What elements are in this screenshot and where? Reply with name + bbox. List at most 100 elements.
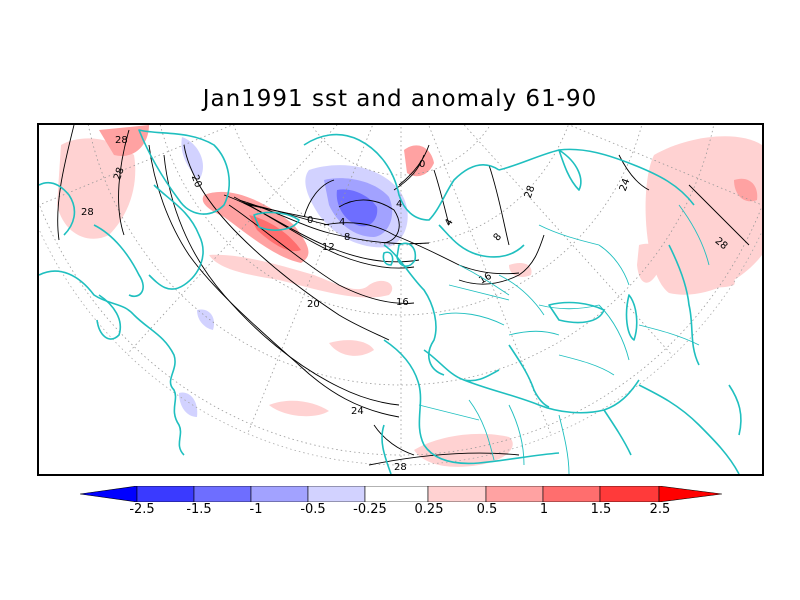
anomaly-mid-atlantic-pink	[209, 254, 393, 298]
coastline-east-asia	[668, 244, 700, 366]
contour-20-a	[183, 144, 390, 341]
anomaly-east-pacific-core	[734, 178, 758, 202]
contour-label: 24	[618, 177, 633, 193]
contour-label: 20	[307, 299, 320, 310]
coastline-baffin	[93, 224, 144, 297]
contour-label: 8	[344, 232, 350, 243]
anomaly-central-atlantic	[269, 400, 329, 417]
hemisphere-edge	[39, 228, 762, 466]
coastline-hudson	[96, 294, 121, 340]
map-plot: 28 28 28 20 0 4 8 12 16 20 24 28 0 4 4 8…	[39, 125, 762, 474]
contour-baltic	[488, 164, 510, 246]
colorbar-box	[364, 485, 429, 503]
contour-label: 28	[115, 135, 128, 146]
colorbar-label: -2.5	[129, 502, 155, 517]
colorbar-arrow-high	[658, 485, 723, 503]
anomaly-black-sea	[509, 263, 532, 277]
contour-norway-2	[433, 169, 450, 226]
colorbar-box	[542, 485, 601, 503]
contour-grad-3	[243, 202, 330, 226]
colorbar-label: -0.5	[300, 502, 326, 517]
anomaly-caribbean-blue	[197, 309, 215, 330]
contour-label: 28	[394, 462, 407, 473]
contour-8	[323, 222, 520, 275]
contour-16-east	[458, 234, 545, 285]
contour-label: 12	[322, 242, 335, 253]
contour-4-north	[338, 199, 400, 244]
coastline-alaska	[39, 181, 76, 236]
contour-label: 24	[351, 406, 364, 417]
colorbar-arrow-low	[79, 485, 138, 503]
coastline-mediterranean	[463, 379, 640, 414]
contour-28-west	[57, 125, 75, 241]
map-frame: 28 28 28 20 0 4 8 12 16 20 24 28 0 4 4 8…	[37, 123, 764, 476]
contour-label: 4	[396, 199, 402, 210]
colorbar-label: 1.5	[590, 502, 612, 517]
colorbar-label: 0.5	[476, 502, 498, 517]
coastline-greenland	[138, 129, 230, 215]
anomaly-cape-verde	[179, 392, 198, 417]
graticule	[39, 125, 762, 465]
contour-label: 4	[339, 217, 345, 228]
contour-label: 20	[189, 174, 204, 190]
coastline-iceland	[253, 211, 300, 231]
contour-16	[228, 204, 415, 304]
colorbar-label: 0.25	[414, 502, 444, 517]
contour-0-north	[303, 179, 335, 218]
contour-0-norway	[398, 144, 430, 186]
anomaly-west-africa	[414, 433, 513, 467]
coastline-scandinavia	[303, 133, 500, 221]
contour-label: 28	[112, 166, 127, 182]
contour-28-inner	[118, 129, 130, 236]
anomaly-north-sea-core	[336, 189, 378, 227]
anomaly-east-pacific	[645, 136, 762, 295]
coastline-russia-north	[498, 148, 695, 206]
coastline-ireland	[382, 251, 394, 266]
contour-label: 28	[523, 184, 538, 200]
contour-grad-4	[248, 204, 325, 221]
colorbar-box	[250, 485, 309, 503]
contour-label: 8	[492, 232, 505, 244]
colorbar-label: 1	[539, 502, 549, 517]
anomaly-norway-pink	[404, 145, 434, 177]
colorbar-box	[307, 485, 366, 503]
colorbar-label: -0.25	[353, 502, 387, 517]
contour-label: 0	[419, 159, 425, 170]
anomaly-labrador-blue	[181, 137, 203, 180]
colorbar-box	[193, 485, 252, 503]
colorbar-box	[599, 485, 660, 503]
colorbar-label: -1.5	[186, 502, 212, 517]
coastline-iberia	[423, 349, 500, 382]
coastline-italy	[508, 344, 550, 408]
contour-20-b	[163, 154, 400, 406]
colorbar-svg	[79, 485, 723, 503]
colorbar-box	[485, 485, 544, 503]
contour-label: 28	[81, 207, 94, 218]
coastline-arabia	[638, 384, 740, 474]
coastline-west-africa	[381, 424, 392, 474]
colorbar-label: -1	[249, 502, 263, 517]
coastlines	[39, 129, 742, 474]
coastline-caspian	[625, 294, 638, 341]
coastline-baltic	[438, 224, 525, 258]
contour-28-east	[688, 184, 750, 246]
borders	[418, 204, 710, 474]
anomaly-gulfstream-core	[249, 215, 301, 252]
colorbar-box	[427, 485, 487, 503]
coastline-india	[728, 384, 742, 436]
contour-label: 4	[443, 217, 456, 228]
contour-label: 16	[396, 297, 409, 308]
map-title: Jan1991 sst and anomaly 61-90	[202, 86, 598, 112]
coastline-canada-arctic	[148, 184, 204, 290]
contour-grad-1	[223, 194, 420, 263]
contour-africa-coast	[373, 424, 415, 456]
coastline-europe-west	[383, 244, 445, 376]
anomaly-pacific-west	[57, 138, 136, 239]
coastline-north-america	[39, 270, 185, 456]
contour-labels: 28 28 28 20 0 4 8 12 16 20 24 28 0 4 4 8…	[81, 135, 729, 473]
coastline-africa-nw	[383, 339, 560, 465]
contour-label: 0	[307, 215, 313, 226]
colorbar	[79, 485, 723, 503]
coastline-red-sea	[603, 409, 632, 456]
coastline-uk	[396, 242, 417, 267]
